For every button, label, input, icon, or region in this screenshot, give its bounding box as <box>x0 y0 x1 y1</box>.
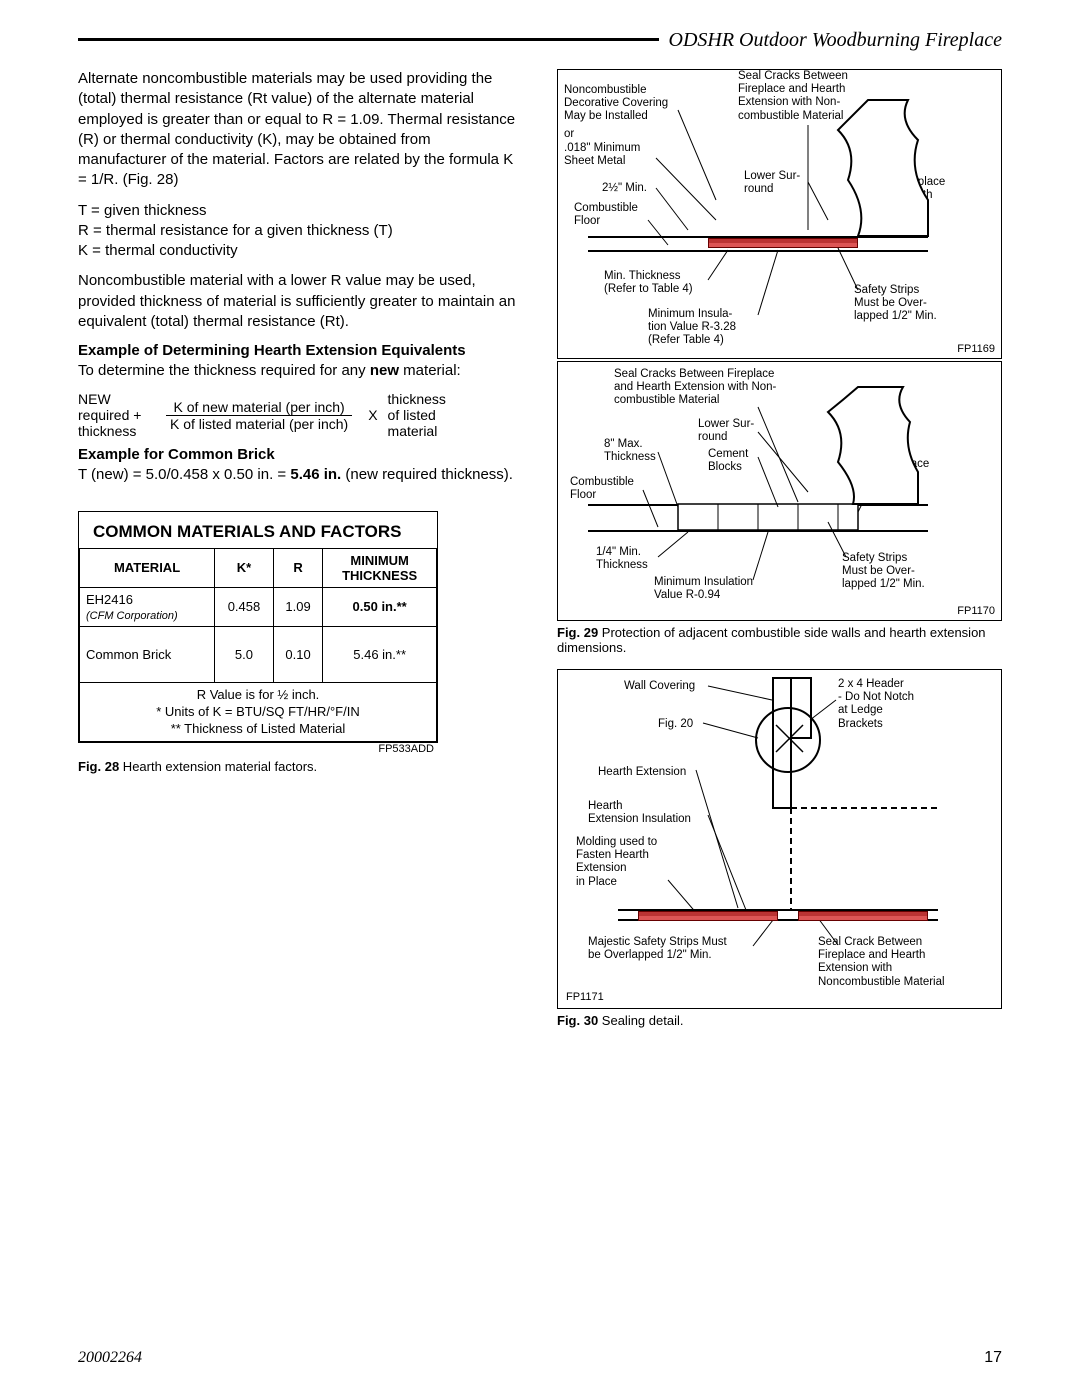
r1c1: EH2416 (CFM Corporation) <box>80 587 215 626</box>
frac-num: K of new material (per inch) <box>166 399 352 416</box>
header-title: ODSHR Outdoor Woodburning Fireplace <box>659 29 1003 52</box>
p4c: (new required thickness). <box>341 466 513 483</box>
caption-30: Fig. 30 Sealing detail. <box>557 1013 1002 1028</box>
note1: R Value is for ½ inch. <box>197 687 320 702</box>
c30a: Fig. 30 <box>557 1013 598 1028</box>
definitions: T = given thickness R = thermal resistan… <box>78 201 523 262</box>
para-1: Alternate noncombustible materials may b… <box>78 69 523 191</box>
c29b: Protection of adjacent combustible side … <box>557 625 986 655</box>
f-r1: thickness <box>388 391 460 407</box>
d1-lines <box>558 70 978 360</box>
p3c: mate­rial: <box>399 362 461 379</box>
fraction: K of new material (per inch) K of listed… <box>166 399 352 432</box>
p4a: T (new) = 5.0/0.458 x 0.50 in. = <box>78 466 290 483</box>
r1c4: 0.50 in.** <box>323 587 437 626</box>
d3-lines <box>558 670 978 1010</box>
def-k: K = thermal conductivity <box>78 241 523 261</box>
para-3: To determine the thickness required for … <box>78 361 523 381</box>
formula-right: thickness of listed material <box>388 391 460 439</box>
left-column: Alternate noncombustible materials may b… <box>78 69 523 1028</box>
f-r3: material <box>388 423 460 439</box>
diagram-1: Noncombustible Decorative Covering May b… <box>557 69 1002 359</box>
subhead-2: Example for Common Brick <box>78 446 523 463</box>
h4a: MINIMUM <box>350 553 409 568</box>
d2-ref: FP1170 <box>957 605 995 618</box>
r2c2: 5.0 <box>215 626 274 682</box>
right-column: Noncombustible Decorative Covering May b… <box>557 69 1002 1028</box>
footer-docnum: 20002264 <box>78 1349 142 1367</box>
note3: ** Thickness of Listed Material <box>171 721 346 736</box>
r2c3: 0.10 <box>273 626 322 682</box>
diagram-2: Seal Cracks Between Fireplace and Hearth… <box>557 361 1002 621</box>
formula: NEW required + thickness K of new materi… <box>78 391 523 439</box>
th-r: R <box>273 548 322 587</box>
f-r2: of listed <box>388 407 460 423</box>
p3a: To determine the thickness required for … <box>78 362 370 379</box>
table-header-row: MATERIAL K* R MINIMUMTHICKNESS <box>80 548 437 587</box>
table-row: EH2416 (CFM Corporation) 0.458 1.09 0.50 … <box>80 587 437 626</box>
note2: * Units of K = BTU/SQ FT/HR/°F/IN <box>156 704 359 719</box>
caption-28: Fig. 28 Hearth extension material factor… <box>78 759 523 774</box>
table-row: Common Brick 5.0 0.10 5.46 in.** <box>80 626 437 682</box>
h4b: THICKNESS <box>342 568 417 583</box>
f-l2: required + <box>78 407 160 423</box>
frac-den: K of listed material (per inch) <box>166 416 352 432</box>
para-4: T (new) = 5.0/0.458 x 0.50 in. = 5.46 in… <box>78 465 523 485</box>
columns: Alternate noncombustible materials may b… <box>78 69 1002 1028</box>
header-rule: ODSHR Outdoor Woodburning Fireplace <box>78 38 1002 41</box>
caption-29: Fig. 29 Protection of adjacent combustib… <box>557 625 1002 655</box>
fig28-ref: FP533ADD <box>78 743 438 755</box>
th-min: MINIMUMTHICKNESS <box>323 548 437 587</box>
d2-lines <box>558 362 978 622</box>
footer: 20002264 17 <box>78 1349 1002 1367</box>
footer-pagenum: 17 <box>984 1349 1002 1367</box>
r1c2: 0.458 <box>215 587 274 626</box>
materials-table: MATERIAL K* R MINIMUMTHICKNESS EH2416 (CF… <box>79 548 437 743</box>
formula-x: X <box>368 407 377 423</box>
table-note-row: R Value is for ½ inch. * Units of K = BT… <box>80 682 437 742</box>
f-l1: NEW <box>78 391 160 407</box>
para-2: Noncombustible material with a lower R v… <box>78 271 523 332</box>
r1c1a: EH2416 <box>86 592 133 607</box>
c28a: Fig. 28 <box>78 759 119 774</box>
d3-ref: FP1171 <box>566 991 604 1004</box>
th-material: MATERIAL <box>80 548 215 587</box>
d1-ref: FP1169 <box>957 343 995 356</box>
def-r: R = thermal resistance for a given thick… <box>78 221 523 241</box>
c28b: Hearth extension material factors. <box>119 759 317 774</box>
p3b: new <box>370 362 399 379</box>
r1c1b: (CFM Corporation) <box>86 610 178 622</box>
c30b: Sealing detail. <box>598 1013 683 1028</box>
materials-title: COMMON MATERIALS AND FACTORS <box>79 512 437 548</box>
r1c3: 1.09 <box>273 587 322 626</box>
materials-box: COMMON MATERIALS AND FACTORS MATERIAL K*… <box>78 511 438 744</box>
f-l3: thickness <box>78 423 160 439</box>
page: ODSHR Outdoor Woodburning Fireplace Alte… <box>0 0 1080 1397</box>
def-t: T = given thickness <box>78 201 523 221</box>
th-k: K* <box>215 548 274 587</box>
r2c1: Common Brick <box>80 626 215 682</box>
p4b: 5.46 in. <box>290 466 341 483</box>
diagram-3: Wall Covering Fig. 20 Hearth Extension H… <box>557 669 1002 1009</box>
mat-note: R Value is for ½ inch. * Units of K = BT… <box>80 682 437 742</box>
subhead-1: Example of Determining Hearth Extension … <box>78 342 523 359</box>
r2c4: 5.46 in.** <box>323 626 437 682</box>
formula-left: NEW required + thickness <box>78 391 160 439</box>
c29a: Fig. 29 <box>557 625 598 640</box>
